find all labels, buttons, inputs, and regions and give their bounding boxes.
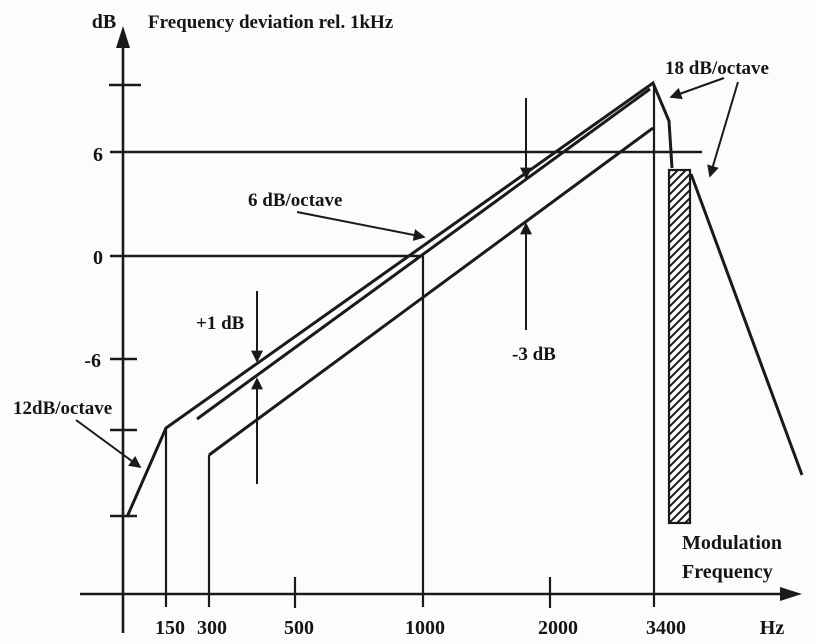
chart-title: Frequency deviation rel. 1kHz [148,12,394,33]
xtick-label-300: 300 [197,617,227,639]
xtick-label-3400: 3400 [646,617,686,639]
upper-limit-curve [125,80,674,518]
lower-limit-curve [208,126,654,457]
ytick-label-6: 6 [93,144,103,166]
rolloff-18db-curve [689,173,804,476]
annotation-minus3db: -3 dB [512,344,556,365]
annotation-plus1db: +1 dB [196,313,245,334]
xtick-label-1000: 1000 [405,617,445,639]
y-axis-arrowhead-icon [116,26,130,48]
leader-arrow-12db-octave [75,419,142,468]
nominal-response-curve [196,87,651,421]
annotation-18db-octave: 18 dB/octave [665,58,769,79]
annotation-frequency: Frequency [682,561,773,583]
leader-arrow-18db-octave-upper [669,77,725,100]
annotation-modulation: Modulation [682,532,782,554]
xtick-label-2000: 2000 [538,617,578,639]
annotation-6db-octave: 6 dB/octave [248,190,342,211]
ytick-label-0: 0 [93,247,103,269]
annotation-12db-octave: 12dB/octave [13,398,112,419]
x-axis-unit-label: Hz [760,617,785,639]
xtick-label-500: 500 [284,617,314,639]
y-axis-unit-label: dB [92,11,116,33]
x-axis-arrowhead-icon [780,587,802,601]
leader-arrow-6db-octave [296,211,426,241]
xtick-label-150: 150 [155,617,185,639]
leader-arrow-18db-octave-lower [707,81,739,178]
stopband-hatch-bar [667,168,692,525]
ytick-label-minus6: -6 [84,350,101,372]
